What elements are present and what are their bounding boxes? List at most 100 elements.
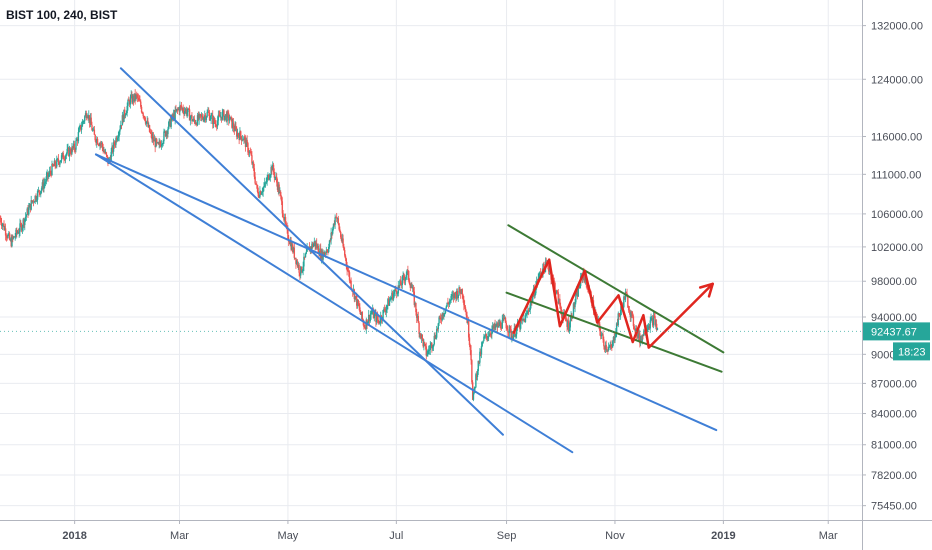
candle-body [193,118,196,122]
candle-body [402,275,404,277]
candle-body [431,346,434,349]
candle-body [261,191,264,193]
candle-body [271,167,273,171]
candle-body [493,323,495,329]
candle-body [619,315,621,316]
candle-body [418,322,420,334]
candle-body [66,148,68,154]
candle-body [349,280,352,282]
candle-body [36,199,38,201]
candle-body [160,144,162,147]
candle-body [204,115,207,120]
candle-body [52,163,54,166]
candle-body [44,182,46,184]
candle-body [630,312,632,317]
candle-body [64,159,66,160]
candle-body [364,327,367,330]
candle-body [449,300,451,302]
candle-body [329,240,332,242]
candle-body [0,218,2,223]
candle-body [474,387,476,389]
candle-body [134,93,136,100]
candle-body [425,346,427,356]
candle-body [607,347,610,351]
candle-body [60,160,62,163]
candle-body [361,311,364,320]
candle-body [623,296,625,308]
candle-body [454,292,456,295]
candle-body [387,299,390,306]
candle-body [296,261,298,264]
candle-body [168,119,171,122]
candle-body [220,116,223,120]
candle-body [68,147,70,157]
candle-body [431,343,433,349]
y-tick-label: 132000.00 [871,21,923,33]
candle-body [487,336,490,338]
candle-body [369,314,372,321]
candle-body [34,195,36,202]
candle-body [183,111,185,114]
x-tick-label: Jul [389,530,403,542]
candle-body [609,345,611,347]
candle-body [21,226,24,231]
candle-body [628,310,631,312]
candle-body [461,289,463,295]
candle-body [228,113,230,121]
candle-body [356,296,358,306]
candle-body [371,312,373,314]
candle-body [62,152,64,159]
candle-body [159,142,161,145]
candle-body [316,243,318,248]
candle-body [653,315,655,317]
candle-body [173,113,176,120]
candle-body [227,112,229,114]
candle-body [154,139,156,148]
candle-body [110,151,112,162]
candle-body [395,290,398,294]
candle-body [200,114,202,117]
candle-body [188,108,190,110]
candle-body [468,337,471,346]
candle-body [298,264,300,273]
candle-body [419,333,421,335]
candle-body [150,132,152,134]
y-tick-label: 116000.00 [871,132,922,144]
candle-body [613,336,615,341]
last-price-label: 92437.67 [871,326,917,338]
candle-body [534,293,536,297]
candle-body [399,280,402,285]
candle-body [529,304,531,310]
candle-body [16,229,18,234]
candle-body [24,216,27,219]
candle-body [539,273,541,274]
candle-body [140,101,142,107]
candle-body [106,154,108,157]
x-tick-label: Mar [819,530,838,542]
candle-body [45,176,48,182]
candle-body [224,114,227,116]
candle-body [104,151,106,154]
candle-body [542,264,544,275]
candle-body [111,146,113,152]
candle-body [495,325,497,328]
candle-body [38,190,40,193]
candle-body [421,334,423,339]
candle-body [156,139,158,143]
candle-body [300,266,303,273]
candle-body [523,318,525,320]
candle-body [82,121,84,123]
candle-body [80,125,82,130]
candle-body [16,232,19,234]
candle-body [378,320,380,323]
candle-body [257,191,260,197]
candle-body [186,112,188,115]
candle-body [410,287,412,288]
candle-body [176,108,178,111]
candle-body [112,146,114,152]
candle-body [293,247,296,258]
candle-body [611,347,613,349]
candle-body [479,351,481,363]
